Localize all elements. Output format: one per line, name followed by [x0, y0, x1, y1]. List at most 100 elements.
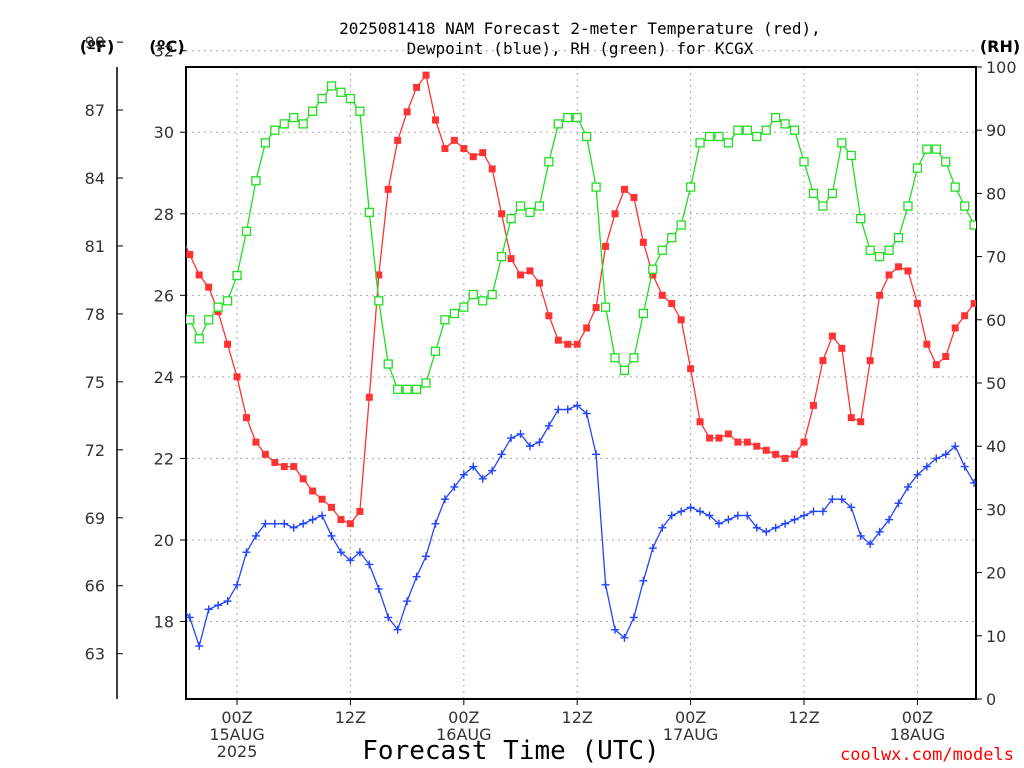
dewpoint-point [752, 523, 761, 532]
rh-point [676, 220, 686, 230]
x-tick-label: 00Z [448, 708, 479, 727]
celsius-tick-label: 28 [154, 205, 174, 224]
chart-title-line-1: 2025081418 NAM Forecast 2-meter Temperat… [339, 19, 821, 38]
temperature-point [365, 393, 373, 401]
dewpoint-point [620, 633, 629, 642]
temperature-point [649, 271, 657, 279]
rh-point [525, 207, 535, 218]
dewpoint-point [440, 495, 449, 504]
temperature-point [951, 324, 959, 332]
rh-point [941, 157, 951, 167]
rh-tick-label: 30 [986, 500, 1006, 519]
fahrenheit-tick-label: 63 [85, 645, 105, 664]
temperature-point [535, 279, 543, 287]
dewpoint-point [554, 405, 563, 414]
x-tick-label: 18AUG [890, 725, 945, 744]
rh-point [194, 334, 204, 344]
temperature-point [762, 446, 770, 454]
rh-tick-label: 40 [986, 437, 1006, 456]
rh-point [270, 125, 280, 135]
temperature-point [809, 401, 817, 409]
rh-point [289, 112, 299, 123]
temperature-point [498, 210, 506, 218]
dewpoint-point [951, 442, 960, 451]
dewpoint-point [648, 544, 657, 553]
temperature-point [280, 463, 288, 471]
dewpoint-point [639, 576, 648, 585]
dewpoint-point [497, 450, 506, 459]
dewpoint-point [818, 507, 827, 516]
temperature-point [706, 434, 714, 442]
celsius-tick-label: 20 [154, 531, 174, 550]
temperature-point [923, 340, 931, 348]
rh-point [298, 119, 308, 129]
dewpoint-point [450, 482, 459, 491]
rh-point [468, 289, 478, 300]
rh-point [402, 384, 412, 394]
dewpoint-point [223, 597, 232, 606]
temperature-point [602, 242, 610, 250]
rh-tick-label: 60 [986, 311, 1006, 330]
dewpoint-point [790, 515, 799, 524]
rh-point [808, 188, 819, 199]
temperature-point [177, 231, 184, 238]
temperature-point [885, 271, 893, 279]
temperature-point [403, 108, 411, 116]
rh-point [186, 315, 195, 325]
rh-point [355, 106, 365, 116]
rh-point [317, 93, 327, 104]
dewpoint-point [384, 613, 393, 622]
rh-point [232, 270, 242, 281]
x-tick-label: 17AUG [663, 725, 718, 744]
dewpoint-point [705, 511, 714, 520]
temperature-point [772, 450, 780, 458]
dewpoint-point [866, 540, 875, 549]
temperature-point [573, 340, 581, 348]
dewpoint-point [459, 470, 468, 479]
grid-lines [186, 50, 976, 699]
dewpoint-point [214, 601, 223, 610]
rh-point [326, 81, 337, 91]
fahrenheit-unit-label: (ºF) [80, 37, 115, 56]
temperature-point [753, 442, 761, 450]
temperature-point [205, 283, 213, 291]
temperature-point [932, 361, 940, 369]
dewpoint-point [582, 409, 591, 418]
dewpoint-point [696, 507, 705, 516]
dewpoint-point [856, 531, 865, 540]
rh-point [799, 157, 809, 167]
temperature-point [261, 450, 269, 458]
dewpoint-point [261, 519, 270, 528]
temperature-point [583, 324, 591, 332]
rh-tick-label: 80 [986, 184, 1006, 203]
rh-point [667, 232, 677, 243]
celsius-unit-label: (ºC) [149, 37, 184, 56]
temperature-point [526, 267, 534, 275]
rh-point [610, 353, 620, 363]
rh-point [383, 359, 393, 369]
rh-point [837, 138, 847, 148]
temperature-point [441, 145, 449, 153]
dewpoint-series [186, 401, 976, 650]
temperature-point [970, 299, 976, 307]
fahrenheit-tick-label: 75 [85, 373, 105, 392]
rh-point [582, 131, 592, 142]
dewpoint-point [355, 548, 364, 557]
dewpoint-point [478, 474, 487, 483]
rh-unit-label: (RH) [980, 37, 1020, 56]
dewpoint-point [781, 519, 790, 528]
rh-point [534, 201, 545, 211]
rh-point [411, 384, 422, 394]
temperature-point [828, 332, 836, 340]
dewpoint-point [270, 519, 279, 528]
rh-point [176, 303, 184, 311]
rh-point [336, 87, 346, 97]
fahrenheit-tick-label: 72 [85, 441, 105, 460]
rh-point [279, 119, 289, 129]
dewpoint-point [724, 515, 733, 524]
plot-border [185, 66, 977, 700]
fahrenheit-tick-label: 78 [85, 305, 105, 324]
rh-point [884, 245, 894, 255]
temperature-point [838, 344, 846, 352]
dewpoint-point [762, 527, 771, 536]
